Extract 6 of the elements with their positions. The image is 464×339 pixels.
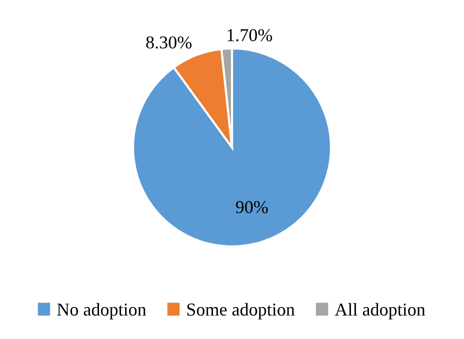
data-label: 1.70%	[228, 29, 272, 42]
legend-label: No adoption	[57, 302, 146, 320]
data-label: 8.30%	[146, 36, 192, 49]
legend-label: All adoption	[334, 302, 426, 320]
legend-label: Some adoption	[187, 302, 295, 320]
data-label: 90%	[236, 200, 268, 214]
